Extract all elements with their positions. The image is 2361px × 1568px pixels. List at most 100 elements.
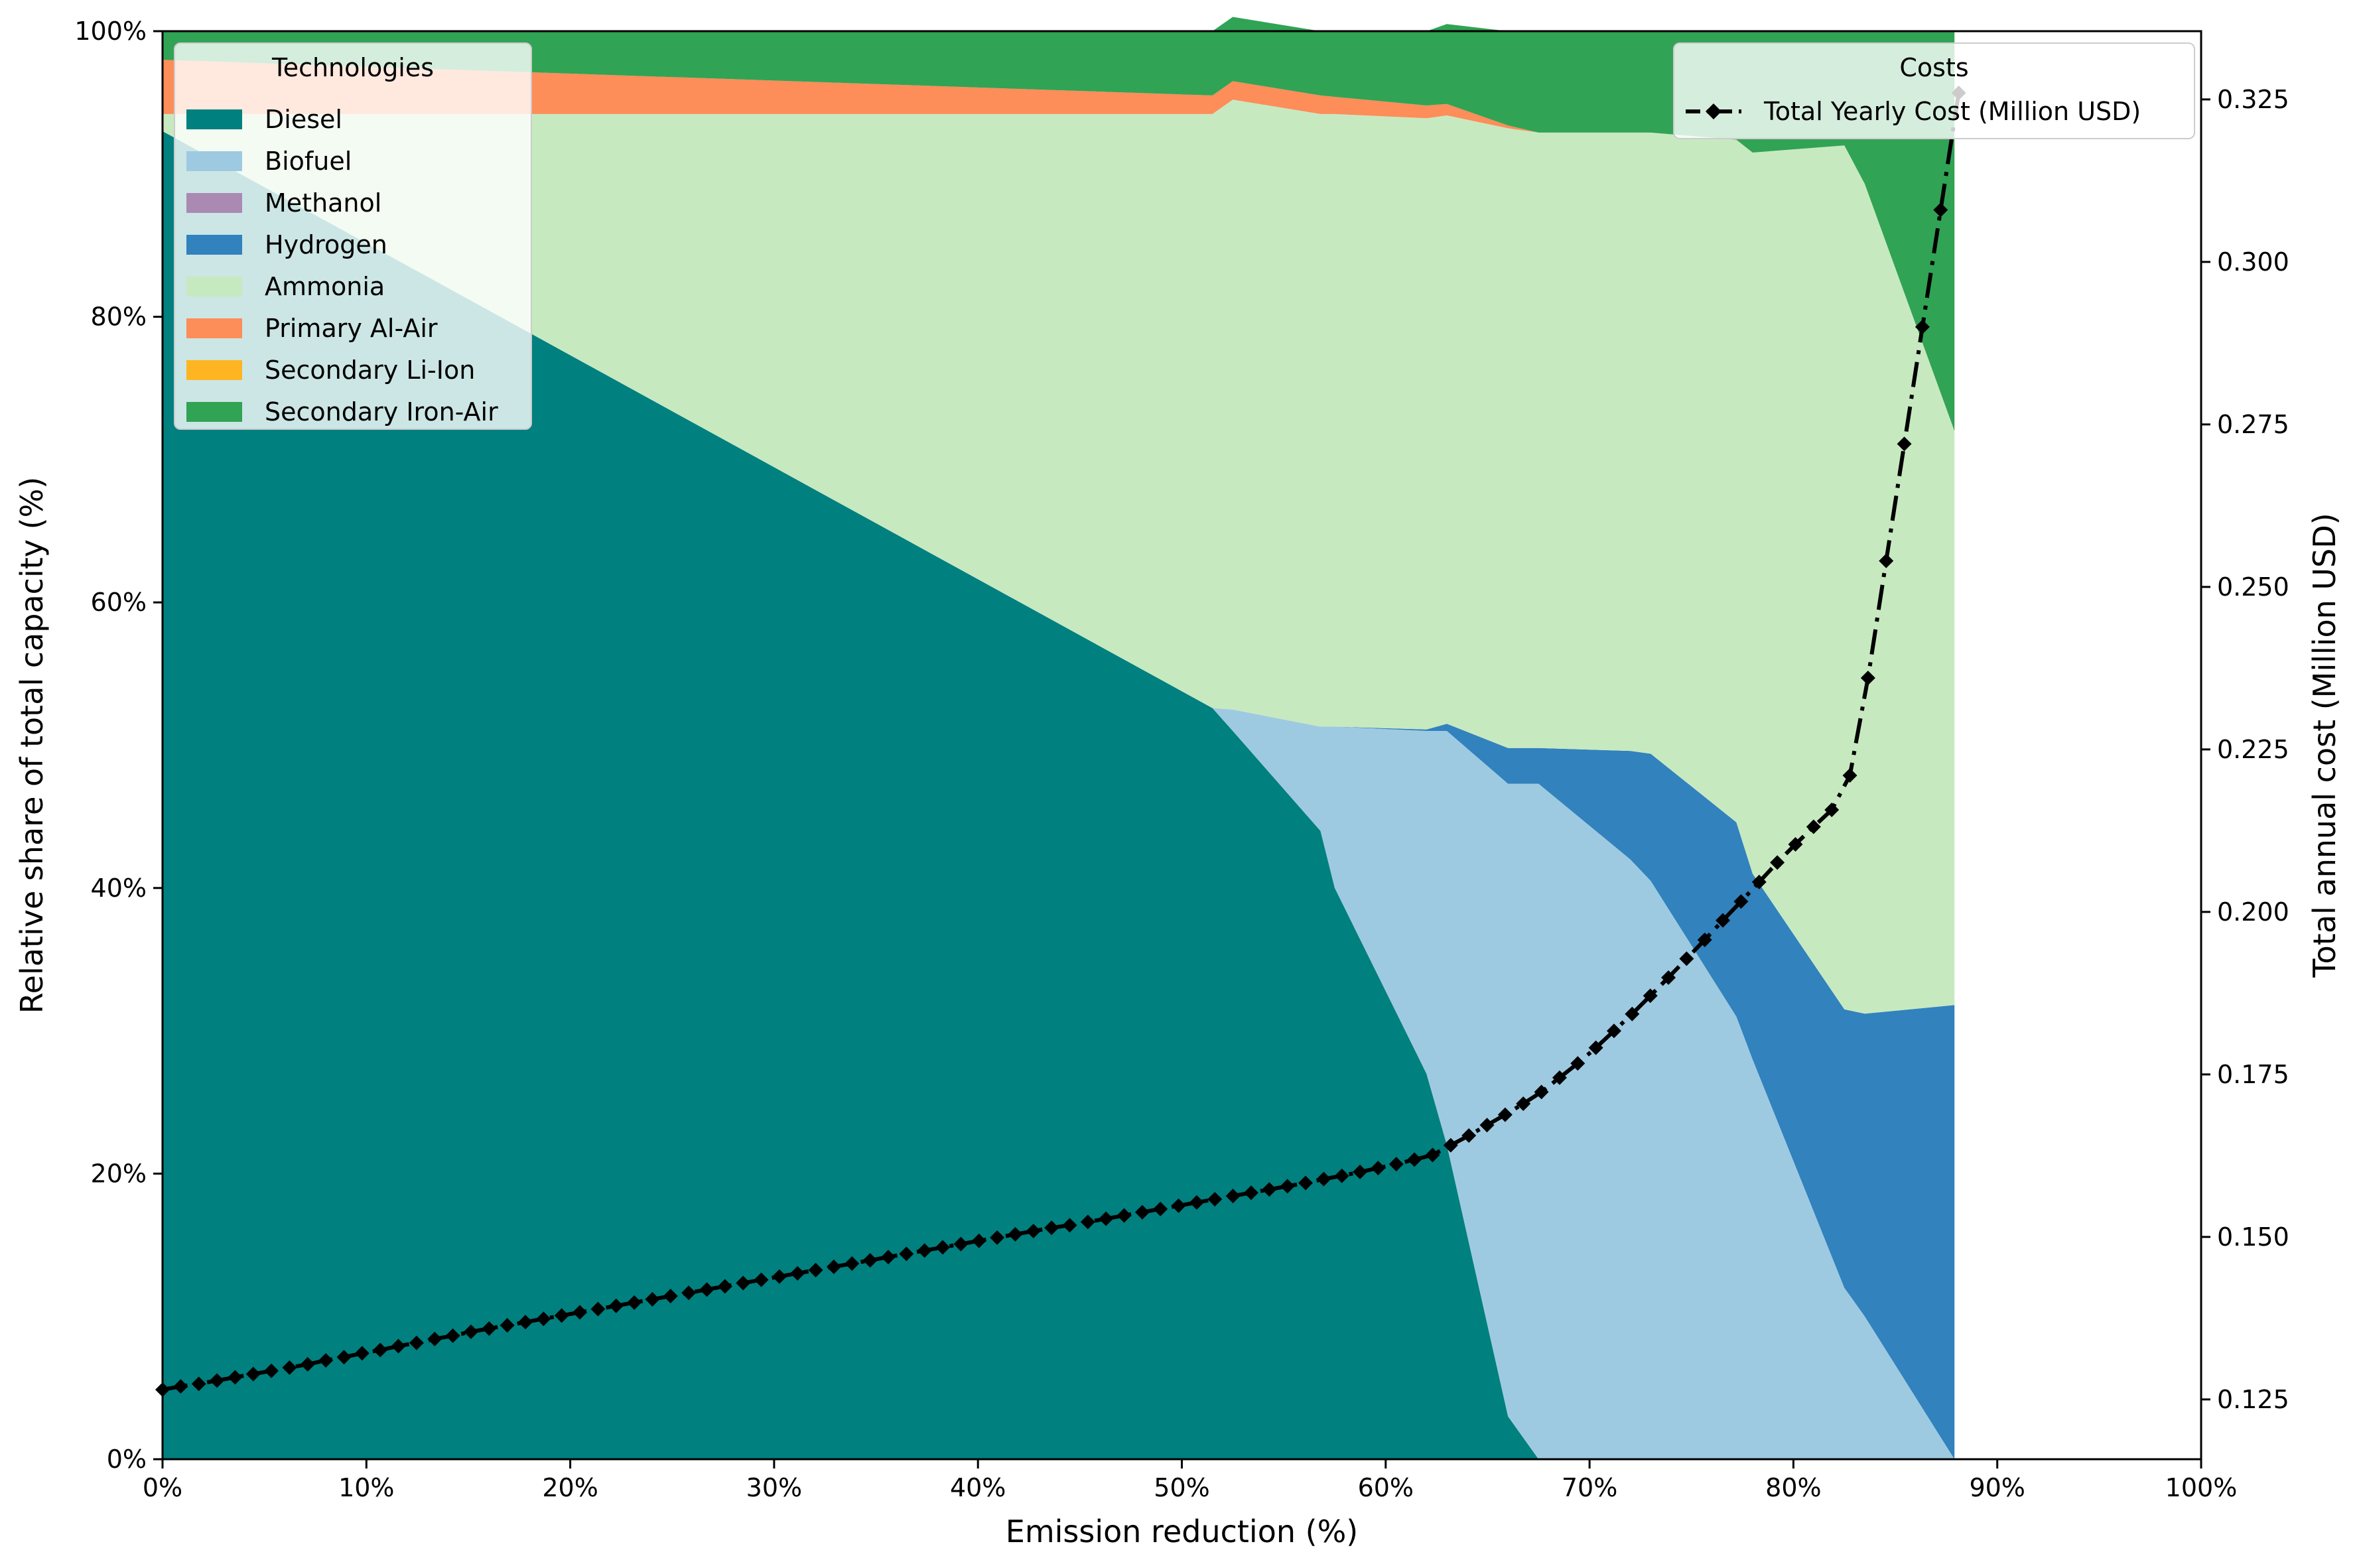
legend-label-biofuel: Biofuel [265,147,352,176]
cost-point [409,1335,424,1350]
cost-point [1497,1107,1513,1122]
legend-swatch-diesel [186,109,242,129]
cost-point [1461,1128,1477,1143]
legend-label-secondary-iron-air: Secondary Iron-Air [265,397,498,426]
cost-point [1316,1171,1331,1187]
cost-point [808,1262,823,1277]
cost-point [608,1298,624,1313]
cost-point [990,1230,1005,1245]
cost-point [917,1243,932,1258]
y-axis-left: 0% 20% 40% 60% 80% 100% [74,17,163,1474]
legend-costs-box [1673,42,2195,139]
legend-label-total-yearly-cost: Total Yearly Cost (Million USD) [1763,97,2141,126]
cost-point [1679,951,1694,966]
y2-tick-label: 0.300 [2217,247,2289,277]
y2-tick-label: 0.125 [2217,1385,2289,1414]
cost-point [500,1318,515,1333]
area-biofuel [163,131,1955,1460]
legend-label-ammonia: Ammonia [265,272,385,301]
cost-point [1552,1070,1567,1085]
cost-point [1806,819,1821,834]
legend-label-methanol: Methanol [265,188,381,218]
cost-point [1625,1006,1640,1021]
y2-axis-title: Total annual cost (Million USD) [2307,513,2342,978]
cost-point [717,1279,732,1294]
y2-tick-label: 0.225 [2217,735,2289,764]
cost-point [1879,553,1894,568]
cost-point [1134,1205,1150,1220]
y2-tick-label: 0.150 [2217,1222,2289,1252]
cost-point [663,1289,678,1304]
cost-point [971,1233,986,1248]
cost-point [627,1295,642,1310]
x-tick-label: 80% [1765,1473,1821,1502]
cost-point [1008,1226,1023,1242]
x-axis: 0% 10% 20% 30% 40% 50% 60% 70% 80% 90% 100% [143,1459,2237,1502]
cost-point [191,1376,206,1392]
cost-point [1606,1023,1621,1039]
cost-point [1897,436,1912,452]
legend-label-secondary-li-ion: Secondary Li-Ion [265,356,475,385]
area-hydrogen [163,131,1955,1460]
cost-point [1824,803,1840,818]
x-tick-label: 70% [1562,1473,1617,1502]
y-tick-label: 100% [74,17,147,46]
cost-point [573,1305,588,1320]
cost-point [1044,1220,1059,1236]
y2-tick-label: 0.325 [2217,85,2289,114]
x-tick-label: 0% [143,1473,182,1502]
cost-point [482,1321,497,1337]
legend-costs: Costs Total Yearly Cost (Million USD) [1673,42,2195,139]
cost-point [1353,1164,1368,1179]
cost-point [1842,768,1857,783]
cost-point [427,1331,442,1346]
cost-point [1026,1224,1041,1239]
cost-point [391,1339,406,1354]
legend-swatch-methanol [186,193,242,213]
cost-point [1860,671,1875,686]
cost-point [1280,1179,1295,1194]
x-tick-label: 10% [338,1473,394,1502]
cost-point [1262,1182,1277,1197]
cost-point [554,1308,569,1323]
cost-point [1915,319,1930,334]
cost-point [1099,1211,1114,1226]
cost-point [336,1350,352,1365]
cost-point [1062,1218,1077,1233]
y2-tick-label: 0.175 [2217,1060,2289,1089]
cost-point [1225,1189,1241,1204]
cost-point [1588,1040,1603,1055]
cost-point [590,1301,606,1317]
cost-point [1933,202,1948,218]
cost-point [1516,1096,1531,1111]
cost-point [1788,836,1803,852]
cost-point [790,1266,805,1281]
y-tick-label: 20% [91,1159,147,1188]
cost-point [245,1366,261,1382]
legend-costs-title: Costs [1899,53,1968,82]
cost-point [282,1360,297,1375]
cost-point [300,1356,315,1372]
legend-cost-marker [1706,103,1721,119]
cost-point [173,1379,188,1394]
area-secondary-iron-air [163,17,1955,431]
cost-point [1716,913,1731,928]
cost-point [1388,1157,1404,1172]
cost-point [517,1315,533,1330]
y-axis-right: 0.125 0.150 0.175 0.200 0.225 0.250 0.275 0.300… [2201,85,2289,1414]
cost-point [1751,874,1767,889]
legend-swatch-secondary-iron-air [186,402,242,422]
y-tick-label: 60% [91,588,147,617]
cost-point [862,1253,878,1268]
cost-point [1371,1160,1386,1175]
cost-point [1080,1214,1095,1230]
cost-point [1116,1208,1132,1223]
cost-point [1661,970,1676,985]
cost-point [1407,1152,1422,1167]
x-tick-label: 20% [542,1473,598,1502]
legend-technologies-title: Technologies [271,53,434,82]
cost-point [1643,988,1658,1004]
cost-point [354,1346,370,1361]
cost-point [826,1259,841,1274]
cost-point [210,1373,225,1388]
